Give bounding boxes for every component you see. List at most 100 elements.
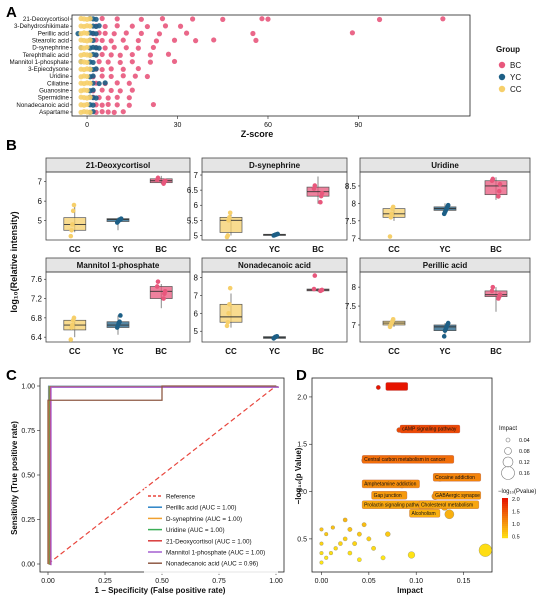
panel-b-facet-title: 21-Deoxycortisol (86, 161, 150, 170)
panel-d-color-legend-label: 0.5 (512, 535, 520, 541)
panel-b-point-cc (71, 315, 77, 321)
panel-c-legend-label: 21-Deoxycortisol (AUC = 1.00) (166, 538, 252, 545)
panel-a-point-bc (99, 51, 105, 58)
panel-a-point-bc (265, 16, 271, 22)
panel-b-facet-frame (45, 271, 191, 343)
panel-d-label-text: cAMP signaling pathway (402, 427, 457, 433)
panel-a-point-bc (193, 38, 199, 44)
panel-a-point-bc (123, 30, 129, 36)
panel-a-point-yc (93, 95, 99, 101)
panel-a-point-bc (108, 52, 114, 58)
panel-a-point-cc (87, 80, 93, 86)
panel-b-point-bc (311, 286, 317, 292)
panel-d-color-legend-swatch (502, 536, 508, 539)
panel-b-y-tick-label: 8.5 (345, 182, 357, 191)
panel-b-group-label: YC (269, 347, 280, 356)
panel-b-point-cc (227, 210, 233, 216)
panel-a-point-bc (349, 30, 356, 36)
panel-b-point-cc (69, 227, 74, 233)
panel-b-group-label: YC (269, 245, 280, 254)
panel-b-point-bc (154, 284, 160, 289)
panel-a-category-label: 21-Deoxycortisol (23, 16, 69, 23)
panel-a-x-tick-label: 90 (355, 122, 363, 129)
panel-b-y-tick-label: 5 (194, 327, 199, 336)
panel-a-point-bc (376, 16, 383, 23)
panel-d-pathway-point (338, 541, 343, 546)
panel-d-x-tick-label: 0.10 (409, 578, 423, 585)
panel-a-category-label: 3-Epiecdysone (28, 66, 69, 73)
panel-b-group-label: BC (312, 245, 324, 254)
panel-a-legend-label: YC (510, 73, 521, 82)
panel-d-x-tick-label: 0.00 (315, 578, 329, 585)
panel-b-point-bc (318, 199, 323, 205)
panel-a-point-bc (183, 30, 190, 36)
panel-d-y-axis-label: −log₁₀(p Value) (294, 447, 303, 504)
panel-d-pathway-point (319, 560, 324, 565)
panel-d-pathway-point (375, 385, 381, 390)
panel-d-pathway-point (361, 522, 367, 528)
panel-d-color-legend-swatch (502, 512, 508, 515)
panel-a-point-bc (108, 73, 114, 80)
panel-b-group-label: BC (490, 245, 502, 254)
panel-a-point-yc (96, 45, 102, 51)
panel-d-color-legend-swatch (502, 498, 508, 501)
panel-b-point-yc (118, 313, 123, 318)
panel-b-group-label: CC (388, 347, 400, 356)
panel-b-facet-title: Perillic acid (423, 261, 468, 270)
panel-a-point-bc (117, 52, 123, 58)
panel-a-point-bc (144, 23, 150, 30)
panel-b-point-yc (445, 202, 451, 208)
panel-b-box-cc (63, 217, 87, 231)
panel-a-legend-label: BC (510, 61, 521, 70)
panel-b-facet-frame (359, 171, 531, 241)
panel-a-point-bc (114, 16, 120, 22)
panel-c-y-axis-label: Sensitivity (True positive rate) (10, 421, 19, 535)
panel-a-point-bc (165, 51, 172, 57)
panel-b-point-bc (497, 181, 503, 187)
panel-d-pathway-point (342, 517, 348, 523)
panel-c-x-tick-label: 1.00 (269, 578, 283, 585)
panel-b-point-cc (226, 310, 231, 316)
panel-b-y-tick-label: 6 (194, 201, 199, 210)
panel-a-point-bc (250, 30, 256, 37)
panel-a-point-bc (135, 65, 141, 72)
panel-b-point-yc (118, 216, 124, 221)
panel-a-point-yc (96, 23, 102, 29)
panel-c-legend-label: Mannitol 1-phosphate (AUC = 1.00) (166, 550, 265, 557)
panel-d-label-box (361, 479, 420, 489)
panel-a-legend-label: CC (510, 85, 522, 94)
panel-b-box-bc (484, 180, 508, 196)
panel-d-pathway-point (347, 527, 353, 532)
panel-d-size-legend-title: Impact (499, 426, 517, 432)
panel-b-point-bc (489, 288, 495, 294)
panel-b-y-tick-label: 8 (352, 199, 357, 208)
panel-d-size-legend-label: 0.16 (519, 471, 530, 477)
panel-a-point-bc (105, 109, 111, 115)
panel-d-pathway-point (324, 532, 329, 537)
panel-a-point-cc (84, 44, 90, 50)
panel-a-point-bc (144, 73, 150, 80)
panel-d-pathway-plot: 0.00 0.05 0.10 0.15 0.5 1.0 1.5 2.0 cAMP signali… (297, 377, 530, 585)
panel-d-size-legend-label: 0.12 (519, 460, 530, 466)
panel-d-y-tick-label: 0.5 (297, 536, 307, 543)
panel-b-point-cc (390, 316, 396, 322)
panel-a-category-label: Stearolic acid (32, 37, 70, 44)
panel-a-point-yc (90, 73, 96, 79)
panel-a-point-yc (93, 52, 99, 58)
panel-d-label-box (361, 455, 455, 464)
panel-b-box-bc (484, 290, 508, 297)
panel-a-point-bc (99, 66, 105, 73)
panel-d-pathway-point (342, 536, 348, 542)
panel-b-group-label: YC (439, 347, 450, 356)
panel-d-pathway-point (319, 551, 324, 556)
panel-a-point-bc (162, 23, 169, 29)
panel-a-point-bc (171, 58, 178, 65)
panel-a-point-bc (147, 52, 153, 58)
panel-b-y-tick-label: 5.5 (187, 216, 199, 225)
panel-a-category-label: Nonadecanoic acid (16, 102, 69, 109)
panel-a-point-bc (117, 59, 123, 66)
panel-a-x-tick-label: 30 (174, 122, 182, 129)
panel-b-group-label: BC (155, 245, 167, 254)
panel-a-point-bc (147, 59, 153, 65)
